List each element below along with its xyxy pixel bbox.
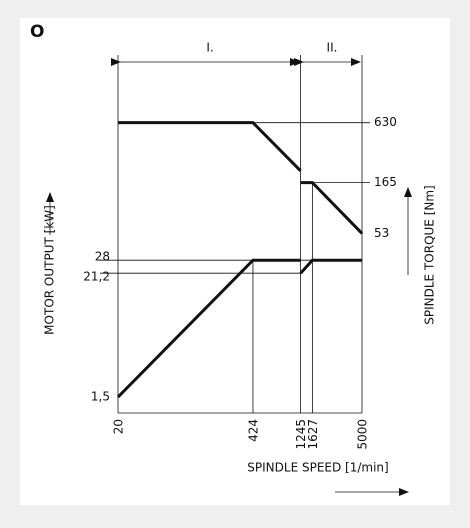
x-tick-label: 1245: [294, 419, 308, 450]
y-axis-label: MOTOR OUTPUT [kW]: [43, 205, 57, 335]
section-label: II.: [327, 41, 338, 55]
panel-label: O: [30, 22, 44, 42]
y2-tick-label: 630: [374, 115, 397, 129]
series-line: [300, 181, 364, 235]
section-label: I.: [206, 41, 213, 55]
series-line: [299, 258, 362, 275]
series-line: [116, 258, 301, 399]
y2-tick-label: 165: [374, 175, 397, 189]
y-tick-label: 28: [95, 250, 110, 264]
x-tick-label: 1627: [306, 419, 320, 450]
y2-axis-label: SPINDLE TORQUE [Nm]: [423, 185, 437, 324]
series-line: [118, 121, 302, 172]
x-tick-label: 5000: [356, 419, 370, 450]
y-tick-label: 1,5: [91, 390, 110, 404]
y-tick-label: 21,2: [83, 270, 110, 284]
x-tick-label: 20: [112, 419, 126, 434]
y2-tick-label: 53: [374, 226, 389, 240]
panel: [20, 18, 450, 505]
x-axis-label: SPINDLE SPEED [1/min]: [247, 461, 388, 475]
x-tick-label: 424: [246, 419, 260, 442]
